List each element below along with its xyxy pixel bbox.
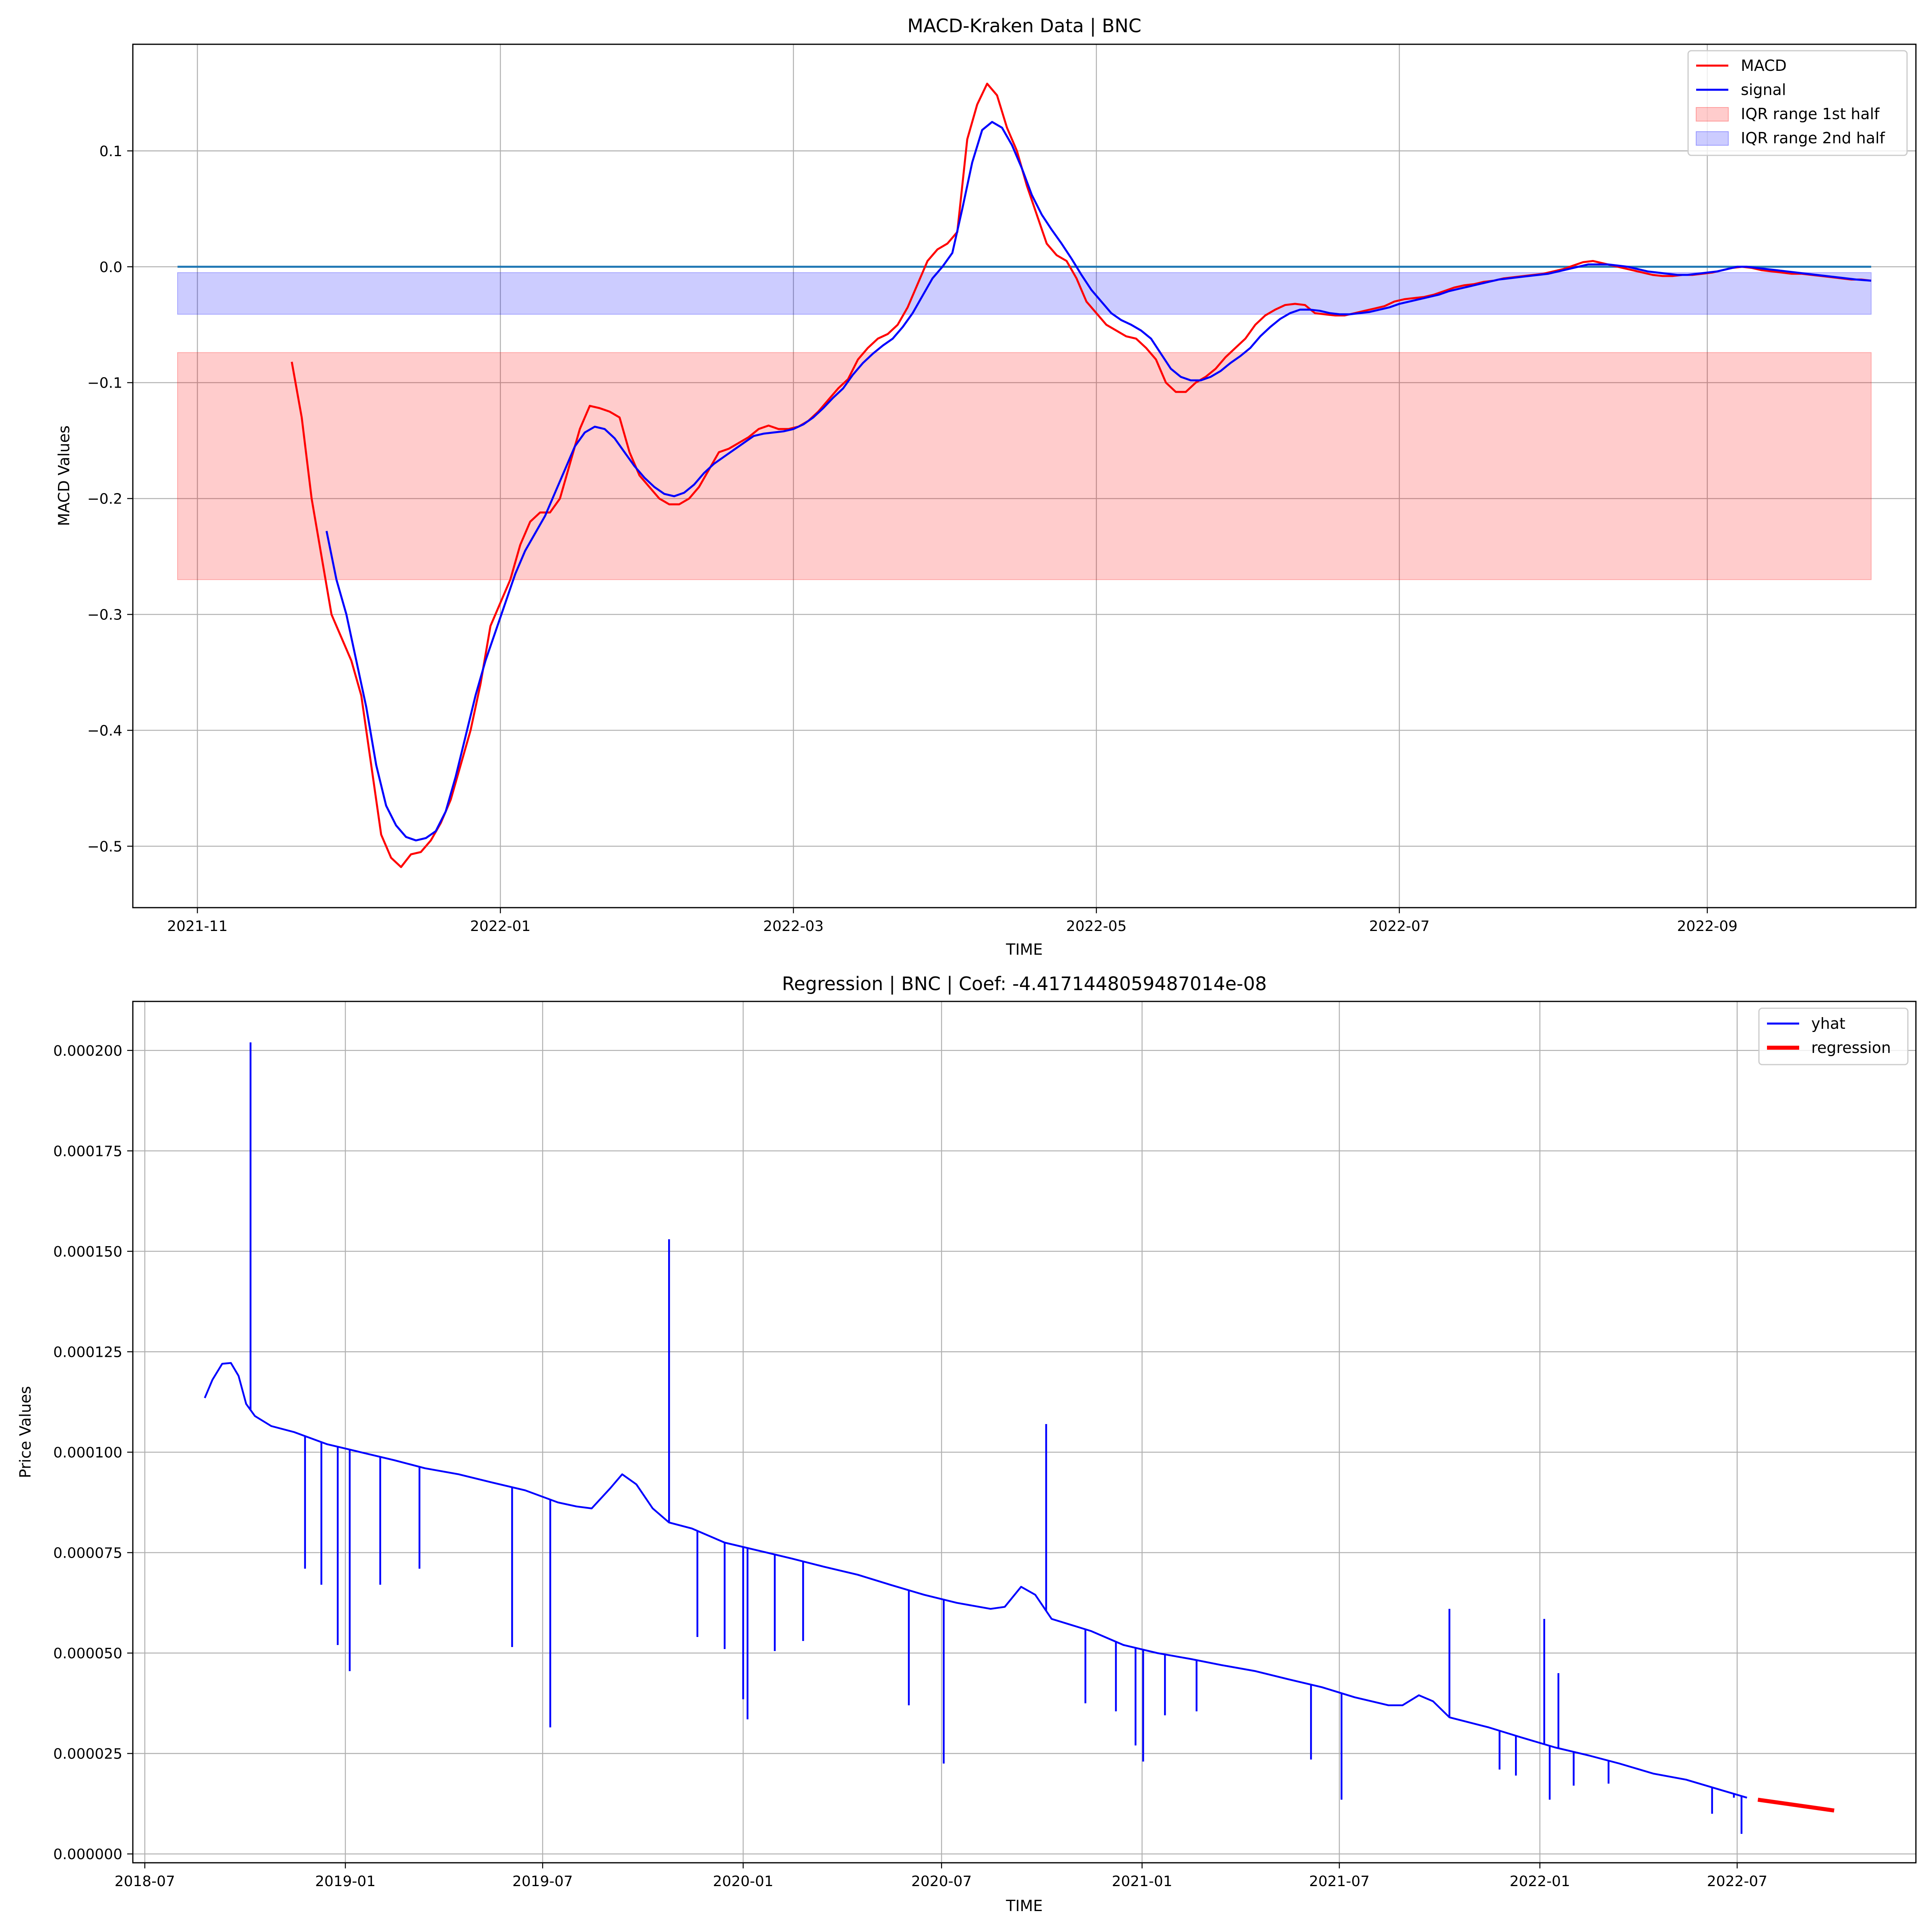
macd-x-tick-label: 2022-09	[1677, 918, 1738, 935]
regression-y-tick-label: 0.000200	[53, 1043, 122, 1059]
yhat-line	[204, 1362, 1747, 1799]
regression-x-tick-label: 2019-07	[512, 1873, 573, 1890]
legend-regression-label: regression	[1811, 1039, 1891, 1057]
regression-y-tick-label: 0.000000	[53, 1846, 122, 1863]
macd-x-ticks: 2021-11 2022-01 2022-03 2022-05 2022-07 2022-…	[167, 908, 1738, 935]
signal-line	[325, 121, 1872, 842]
regression-gridlines	[133, 1001, 1916, 1863]
legend-signal-label: signal	[1741, 81, 1786, 99]
regression-y-tick-label: 0.000075	[53, 1545, 122, 1561]
regression-x-tick-label: 2020-01	[713, 1873, 773, 1890]
regression-chart: Regression | BNC | Coef: -4.417144805948…	[17, 973, 1917, 1915]
regression-y-tick-label: 0.000050	[53, 1645, 122, 1662]
iqr-band-2	[177, 272, 1872, 315]
regression-y-tick-label: 0.000025	[53, 1746, 122, 1763]
macd-y-tick-label: −0.3	[87, 607, 122, 623]
regression-x-tick-label: 2020-07	[911, 1873, 972, 1890]
regression-x-tick-label: 2019-01	[315, 1873, 376, 1890]
legend-iqr-1st-swatch	[1696, 107, 1729, 122]
legend-iqr-2nd-label: IQR range 2nd half	[1741, 129, 1886, 147]
macd-x-tick-label: 2022-01	[470, 918, 530, 935]
macd-x-tick-label: 2022-05	[1066, 918, 1127, 935]
regression-plot-frame	[132, 1001, 1917, 1864]
legend-iqr-2nd-swatch	[1696, 131, 1729, 146]
regression-y-tick-label: 0.000150	[53, 1244, 122, 1260]
regression-x-tick-label: 2021-07	[1309, 1873, 1369, 1890]
macd-chart: MACD-Kraken Data | BNC 2021-11 2022-01 202…	[55, 15, 1917, 958]
macd-x-tick-label: 2022-07	[1369, 918, 1429, 935]
macd-chart-title: MACD-Kraken Data | BNC	[907, 15, 1141, 37]
macd-x-axis-label: TIME	[1005, 941, 1042, 958]
regression-x-tick-label: 2022-07	[1707, 1873, 1767, 1890]
regression-x-axis-label: TIME	[1005, 1897, 1042, 1915]
macd-x-tick-label: 2022-03	[763, 918, 824, 935]
regression-y-tick-label: 0.000100	[53, 1445, 122, 1461]
macd-y-tick-label: −0.2	[87, 491, 122, 508]
regression-y-tick-label: 0.000125	[53, 1344, 122, 1360]
regression-legend-box	[1758, 1007, 1909, 1065]
macd-legend-box	[1687, 50, 1908, 156]
regression-chart-title: Regression | BNC | Coef: -4.417144805948…	[782, 973, 1267, 995]
regression-x-ticks: 2018-07 2019-01 2019-07 2020-01 2020-07 2021-…	[115, 1863, 1767, 1890]
macd-x-tick-label: 2021-11	[167, 918, 227, 935]
regression-x-tick-label: 2018-07	[115, 1873, 175, 1890]
regression-series	[204, 1042, 1835, 1834]
legend-iqr-1st-label: IQR range 1st half	[1741, 105, 1880, 123]
macd-y-tick-label: −0.1	[87, 375, 122, 392]
macd-iqr-bands	[177, 272, 1872, 580]
legend-yhat-label: yhat	[1811, 1015, 1845, 1032]
regression-y-ticks: 0.000000 0.000025 0.000050 0.000075 0.000100…	[53, 1043, 133, 1863]
regression-legend: yhat regression	[1758, 1007, 1909, 1065]
legend-macd-label: MACD	[1741, 57, 1787, 74]
macd-y-tick-label: −0.5	[87, 838, 122, 855]
iqr-band-1	[177, 352, 1872, 580]
regression-y-tick-label: 0.000175	[53, 1143, 122, 1160]
regression-line	[1757, 1798, 1835, 1813]
macd-y-ticks: −0.5 −0.4 −0.3 −0.2 −0.1 0.0 0.1	[87, 143, 133, 855]
macd-legend: MACD signal IQR range 1st half IQR range…	[1687, 50, 1908, 156]
regression-x-tick-label: 2022-01	[1510, 1873, 1570, 1890]
macd-plot-frame	[132, 43, 1917, 908]
macd-y-tick-label: 0.1	[99, 143, 122, 160]
macd-series	[178, 83, 1872, 868]
macd-y-tick-label: −0.4	[87, 722, 122, 739]
macd-y-tick-label: 0.0	[99, 259, 122, 276]
macd-y-axis-label: MACD Values	[55, 425, 73, 526]
regression-y-axis-label: Price Values	[17, 1386, 34, 1478]
regression-x-tick-label: 2021-01	[1112, 1873, 1172, 1890]
